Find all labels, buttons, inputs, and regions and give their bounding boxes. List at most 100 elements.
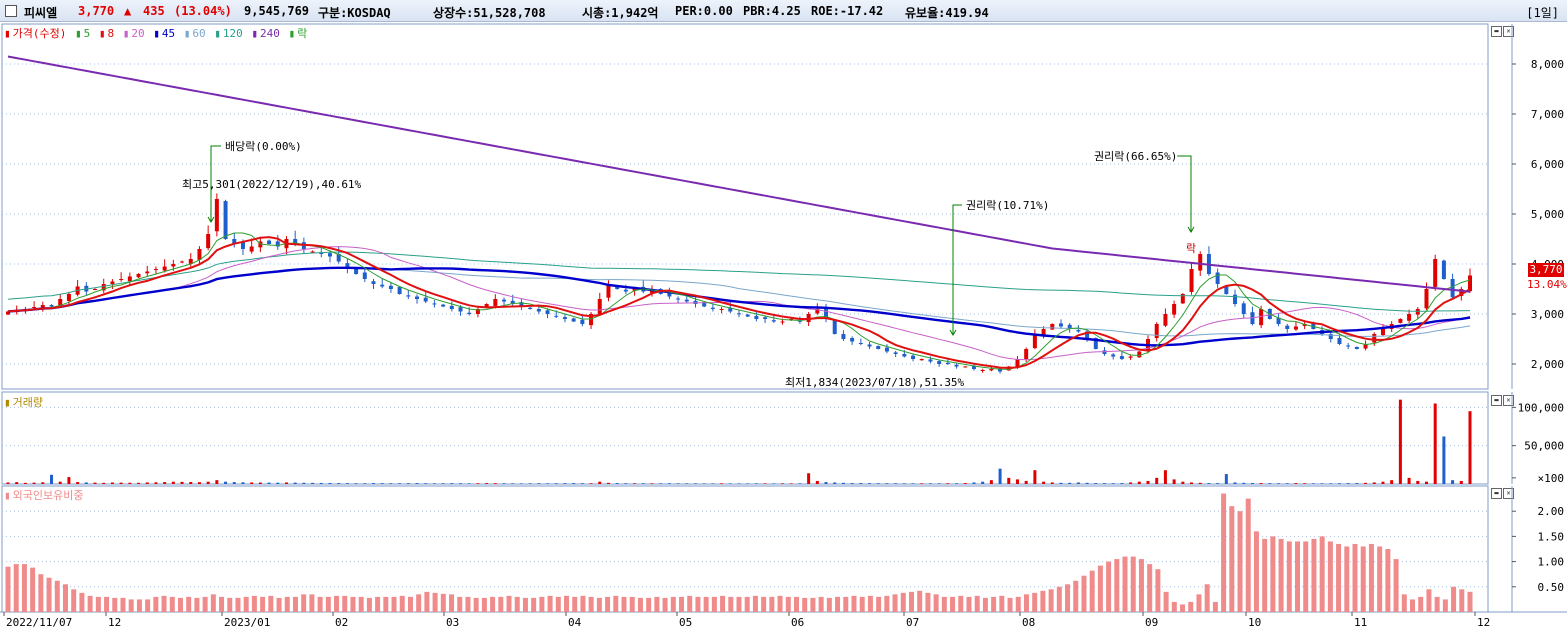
foreign-bar	[793, 596, 799, 612]
foreign-tick-label: 1.00	[1538, 556, 1565, 569]
volume-bar	[746, 483, 750, 484]
foreign-bar	[366, 597, 372, 612]
candle-body	[519, 302, 524, 307]
legend-ma120[interactable]: 120	[222, 27, 243, 40]
volume-bar	[1242, 482, 1246, 484]
stock-name: 피씨엘	[24, 6, 58, 20]
volume-bar	[815, 480, 819, 484]
legend-ma8[interactable]: 8	[107, 27, 115, 40]
candle-body	[797, 320, 802, 322]
volume-bar	[1224, 474, 1228, 484]
foreign-bar	[580, 595, 586, 612]
foreign-bar	[711, 596, 717, 612]
select-checkbox[interactable]	[5, 5, 17, 17]
legend-ma45[interactable]: 45	[161, 27, 176, 40]
foreign-bar	[908, 591, 914, 612]
candle-body	[380, 284, 385, 287]
legend-ma60[interactable]: 60	[192, 27, 206, 40]
volume-bar	[624, 483, 628, 484]
annotation-leader	[210, 145, 221, 222]
volume-bar	[1442, 436, 1446, 484]
period-selector[interactable]: [1일]	[1526, 6, 1559, 20]
foreign-bar	[991, 596, 997, 612]
volume-bar	[1207, 483, 1211, 484]
pane-close-button[interactable]: ✕	[1503, 26, 1514, 37]
candle-body	[267, 240, 272, 244]
legend-rak[interactable]: 락	[297, 27, 308, 40]
foreign-bar	[588, 596, 594, 612]
volume-bar	[485, 483, 489, 484]
foreign-bar	[104, 596, 110, 612]
volume-bar	[1163, 470, 1167, 484]
foreign-bar	[391, 596, 397, 612]
legend-ma240[interactable]: 240	[259, 27, 280, 40]
candle-body	[119, 279, 124, 281]
candle-body	[1398, 319, 1403, 323]
candle-body	[841, 334, 846, 339]
candle-body	[911, 355, 916, 359]
candle-body	[441, 304, 446, 307]
volume-bar	[372, 483, 375, 484]
foreign-bar	[342, 595, 348, 612]
volume-bar	[1294, 483, 1298, 484]
foreign-bar	[1089, 570, 1095, 612]
candle-body	[49, 305, 54, 307]
volume-bar	[1311, 483, 1315, 484]
volume-legend-label[interactable]: 거래량	[12, 396, 43, 409]
foreign-bar	[416, 594, 422, 612]
volume-bar	[6, 482, 10, 484]
foreign-bar	[662, 597, 668, 612]
volume-pane-minimize-button[interactable]: ▬	[1491, 395, 1502, 406]
annotation-arrow	[1187, 226, 1195, 233]
volume-bar	[224, 481, 228, 484]
foreign-bar	[375, 596, 381, 612]
current-price: 3,770	[78, 4, 115, 18]
candle-body	[745, 314, 750, 317]
foreign-bar	[1393, 559, 1399, 612]
volume-bar	[171, 481, 175, 484]
foreign-bar	[1221, 493, 1227, 612]
foreign-bar	[38, 574, 44, 612]
candle-body	[415, 296, 420, 299]
volume-bar	[1364, 482, 1368, 484]
volume-bar	[424, 483, 428, 484]
volume-bar	[798, 483, 802, 484]
volume-bar	[389, 483, 393, 484]
pane-minimize-button[interactable]: ▬	[1491, 26, 1502, 37]
volume-bar	[215, 480, 219, 484]
legend-price[interactable]: 가격(수정)	[12, 27, 67, 40]
legend-ma5[interactable]: 5	[83, 27, 91, 40]
volume-bar	[23, 482, 27, 484]
volume-bar	[1146, 480, 1150, 484]
candle-body	[710, 307, 715, 309]
candle-body	[606, 284, 611, 298]
volume-bar	[754, 483, 758, 484]
volume-bar	[702, 483, 706, 484]
x-tick-label: 12	[108, 616, 121, 629]
legend-ma20[interactable]: 20	[131, 27, 145, 40]
candle-body	[6, 311, 10, 315]
foreign-bar	[859, 596, 865, 612]
legend-ma5-marker: ▮	[74, 27, 82, 40]
foreign-bar	[399, 595, 405, 612]
volume-pane-close-button[interactable]: ✕	[1503, 395, 1514, 406]
candle-body	[510, 300, 515, 304]
foreign-pane-minimize-button[interactable]: ▬	[1491, 488, 1502, 499]
foreign-bar	[605, 596, 611, 612]
candle-body	[371, 281, 376, 284]
candle-body	[502, 299, 507, 302]
foreign-bar	[933, 594, 939, 612]
stock-chart[interactable]: 8,0007,0006,0005,0004,0003,0002,000배당락(0…	[0, 22, 1567, 630]
legend-ma60-marker: ▮	[183, 27, 191, 40]
foreign-bar	[1023, 594, 1029, 612]
volume-bar	[554, 483, 558, 484]
foreign-legend-label[interactable]: 외국인보유비중	[12, 489, 84, 502]
foreign-bar	[1352, 543, 1358, 612]
legend-price-marker: ▮	[4, 27, 11, 40]
foreign-bar	[547, 595, 553, 612]
volume-bar	[145, 482, 149, 484]
foreign-bar	[87, 595, 93, 612]
foreign-pane-close-button[interactable]: ✕	[1503, 488, 1514, 499]
foreign-tick-label: 1.50	[1538, 530, 1565, 543]
foreign-bar	[334, 595, 340, 612]
